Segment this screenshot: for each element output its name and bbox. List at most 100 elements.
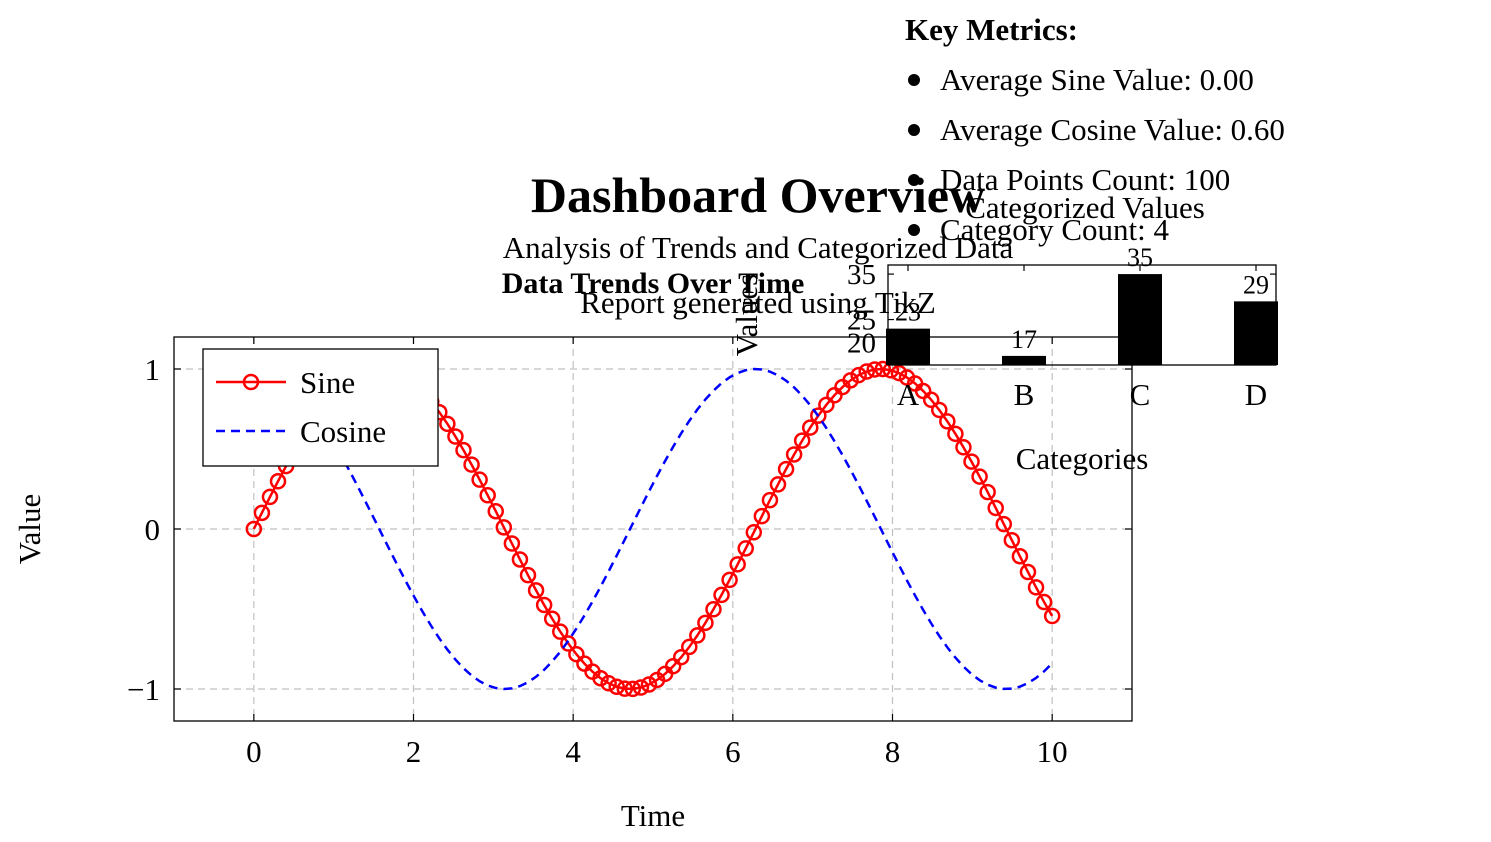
series-point-sine <box>624 680 642 698</box>
x-tick-label: 6 <box>725 734 741 769</box>
key-metrics-heading: Key Metrics: <box>905 12 1078 47</box>
series-point-sine <box>681 638 698 656</box>
key-metrics-list: Average Sine Value: 0.00 Average Cosine V… <box>908 62 1285 247</box>
metric-item: Category Count: 4 <box>940 212 1170 247</box>
bar-d <box>1234 301 1278 365</box>
series-point-sine <box>253 504 271 522</box>
bar-y-tick-label: 25 <box>847 305 876 337</box>
series-point-sine <box>890 364 908 382</box>
series-point-sine <box>447 428 464 445</box>
legend-sine-marker <box>242 373 260 391</box>
series-point-sine <box>535 596 553 614</box>
key-metrics: Key Metrics: Average Sine Value: 0.00Ave… <box>905 12 1285 247</box>
bar-data-label: 17 <box>1011 325 1037 354</box>
series-point-sine <box>931 401 948 419</box>
series-point-sine <box>1019 563 1037 581</box>
bar-b <box>1002 355 1046 365</box>
series-point-sine <box>922 391 940 409</box>
series-point-sine <box>753 507 771 525</box>
series-point-sine <box>850 366 867 384</box>
bar-x-tick-label: C <box>1130 377 1151 412</box>
series-point-sine <box>487 502 505 520</box>
series-point-sine <box>245 520 263 538</box>
series-point-sine <box>640 676 658 693</box>
series-point-sine <box>543 610 561 628</box>
series-point-sine <box>939 413 956 430</box>
bar-chart-y-label: Values <box>729 274 764 357</box>
series-point-sine <box>793 432 811 449</box>
bar-y-tick-label: 20 <box>847 327 876 359</box>
series-point-sine <box>600 675 617 692</box>
series-point-sine <box>914 382 932 400</box>
y-tick-label: 0 <box>145 512 161 547</box>
metric-bullet <box>908 74 920 86</box>
x-tick-label: 10 <box>1037 734 1068 769</box>
series-point-sine <box>818 396 835 414</box>
series-point-sine <box>697 614 714 632</box>
series-point-sine <box>777 460 795 478</box>
series-point-sine <box>552 623 569 640</box>
series-point-sine <box>842 372 859 389</box>
series-point-sine <box>705 601 722 618</box>
series-point-sine <box>721 571 738 589</box>
series-point-sine <box>745 524 763 541</box>
page-subtitle: Analysis of Trends and Categorized Data <box>503 230 1014 265</box>
x-tick-label: 4 <box>565 734 581 769</box>
series-point-sine <box>979 483 996 501</box>
series-point-sine <box>769 476 787 493</box>
series-point-sine <box>874 360 892 378</box>
bar-chart-bars <box>886 274 1278 365</box>
series-point-sine <box>761 491 779 509</box>
series-point-sine <box>632 679 650 696</box>
bar-y-tick-label: 35 <box>847 259 876 291</box>
series-point-sine <box>987 499 1004 517</box>
bar-data-label: 35 <box>1127 243 1153 272</box>
series-point-sine <box>995 515 1013 533</box>
series-point-sine <box>737 540 754 557</box>
series-point-sine <box>503 535 521 552</box>
series-point-sine <box>463 456 480 473</box>
series-point-sine <box>1027 579 1045 596</box>
bar-x-tick-label: B <box>1014 377 1035 412</box>
metric-bullet <box>908 224 920 236</box>
legend-cosine-label: Cosine <box>300 414 386 449</box>
series-point-sine <box>568 645 585 663</box>
series-point-sine <box>261 488 279 506</box>
series-point-sine <box>439 415 456 433</box>
series-point-sine <box>689 627 706 644</box>
metric-item: Average Cosine Value: 0.60 <box>940 112 1285 147</box>
metric-item: Average Sine Value: 0.00 <box>940 62 1254 97</box>
line-chart-x-tick-labels: 0 2 4 6 8 10 <box>246 734 1068 769</box>
series-point-sine <box>471 471 488 488</box>
bar-data-label: 23 <box>895 298 921 327</box>
legend-sine-label: Sine <box>300 365 355 400</box>
series-point-sine <box>801 419 819 436</box>
line-chart: 0 2 4 6 8 10 −101 Data Trends Over Time Time … <box>12 267 1133 833</box>
series-point-sine <box>269 473 287 490</box>
metric-item: Data Points Count: 100 <box>940 162 1230 197</box>
line-chart-legend: Sine Cosine <box>202 348 439 467</box>
series-point-sine <box>479 487 496 504</box>
bar-a <box>886 328 930 365</box>
series-point-sine <box>664 657 682 675</box>
x-tick-label: 8 <box>885 734 901 769</box>
series-point-sine <box>616 680 634 697</box>
series-point-sine <box>608 678 625 696</box>
series-point-sine <box>495 519 513 536</box>
bar-chart-ticks <box>888 265 1276 365</box>
bar-c <box>1118 274 1162 365</box>
y-tick-label: 1 <box>145 352 161 387</box>
x-tick-label: 0 <box>246 734 262 769</box>
series-point-sine <box>1035 593 1053 611</box>
series-point-sine <box>1003 531 1021 549</box>
series-point-sine <box>785 446 803 463</box>
report-note: Report generated using TikZ <box>580 285 936 320</box>
series-point-sine <box>455 441 472 459</box>
series-point-sine <box>1043 607 1061 625</box>
bar-chart-x-label: Categories <box>1016 441 1149 476</box>
series-point-sine <box>955 439 972 456</box>
bar-x-tick-label: D <box>1245 377 1267 412</box>
